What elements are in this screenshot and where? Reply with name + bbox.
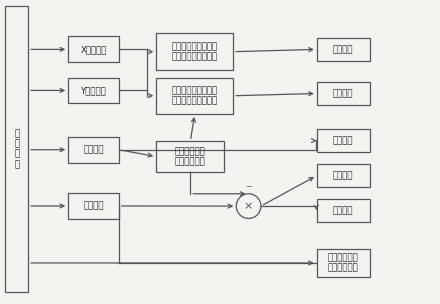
FancyBboxPatch shape [68, 193, 119, 219]
FancyBboxPatch shape [68, 36, 119, 62]
FancyBboxPatch shape [156, 78, 233, 114]
Text: 地理速度: 地理速度 [333, 45, 353, 54]
Text: 地理基准与栅
格基准的夹角: 地理基准与栅 格基准的夹角 [175, 147, 205, 166]
FancyBboxPatch shape [317, 129, 370, 152]
FancyBboxPatch shape [5, 6, 28, 292]
Text: X方向速度: X方向速度 [81, 45, 106, 54]
Text: 经、纬度: 经、纬度 [333, 136, 353, 145]
Text: 地理航向: 地理航向 [83, 202, 104, 210]
Text: 横滚（横摇）
俯仰（纵摇）: 横滚（横摇） 俯仰（纵摇） [328, 253, 359, 273]
FancyBboxPatch shape [156, 33, 233, 70]
FancyBboxPatch shape [317, 249, 370, 277]
Text: 栅格航向: 栅格航向 [333, 171, 353, 180]
Text: 惯
导
系
统: 惯 导 系 统 [14, 129, 19, 169]
Text: 地理航向: 地理航向 [333, 206, 353, 215]
Text: −: − [245, 182, 252, 191]
FancyBboxPatch shape [317, 38, 370, 61]
FancyBboxPatch shape [156, 141, 224, 172]
Text: 地理坐标系与导航坐
标系的旋转关系矩阵: 地理坐标系与导航坐 标系的旋转关系矩阵 [172, 42, 218, 61]
FancyBboxPatch shape [68, 137, 119, 163]
Text: ×: × [244, 201, 253, 211]
Text: Y方向速度: Y方向速度 [81, 86, 106, 95]
Text: 位置参数: 位置参数 [83, 145, 104, 154]
FancyBboxPatch shape [317, 82, 370, 105]
FancyBboxPatch shape [317, 199, 370, 222]
FancyBboxPatch shape [317, 164, 370, 187]
FancyBboxPatch shape [68, 78, 119, 103]
Text: 栅格坐标系与导航坐
标系的旋转关系矩阵: 栅格坐标系与导航坐 标系的旋转关系矩阵 [172, 86, 218, 105]
Text: 栅格速度: 栅格速度 [333, 89, 353, 98]
